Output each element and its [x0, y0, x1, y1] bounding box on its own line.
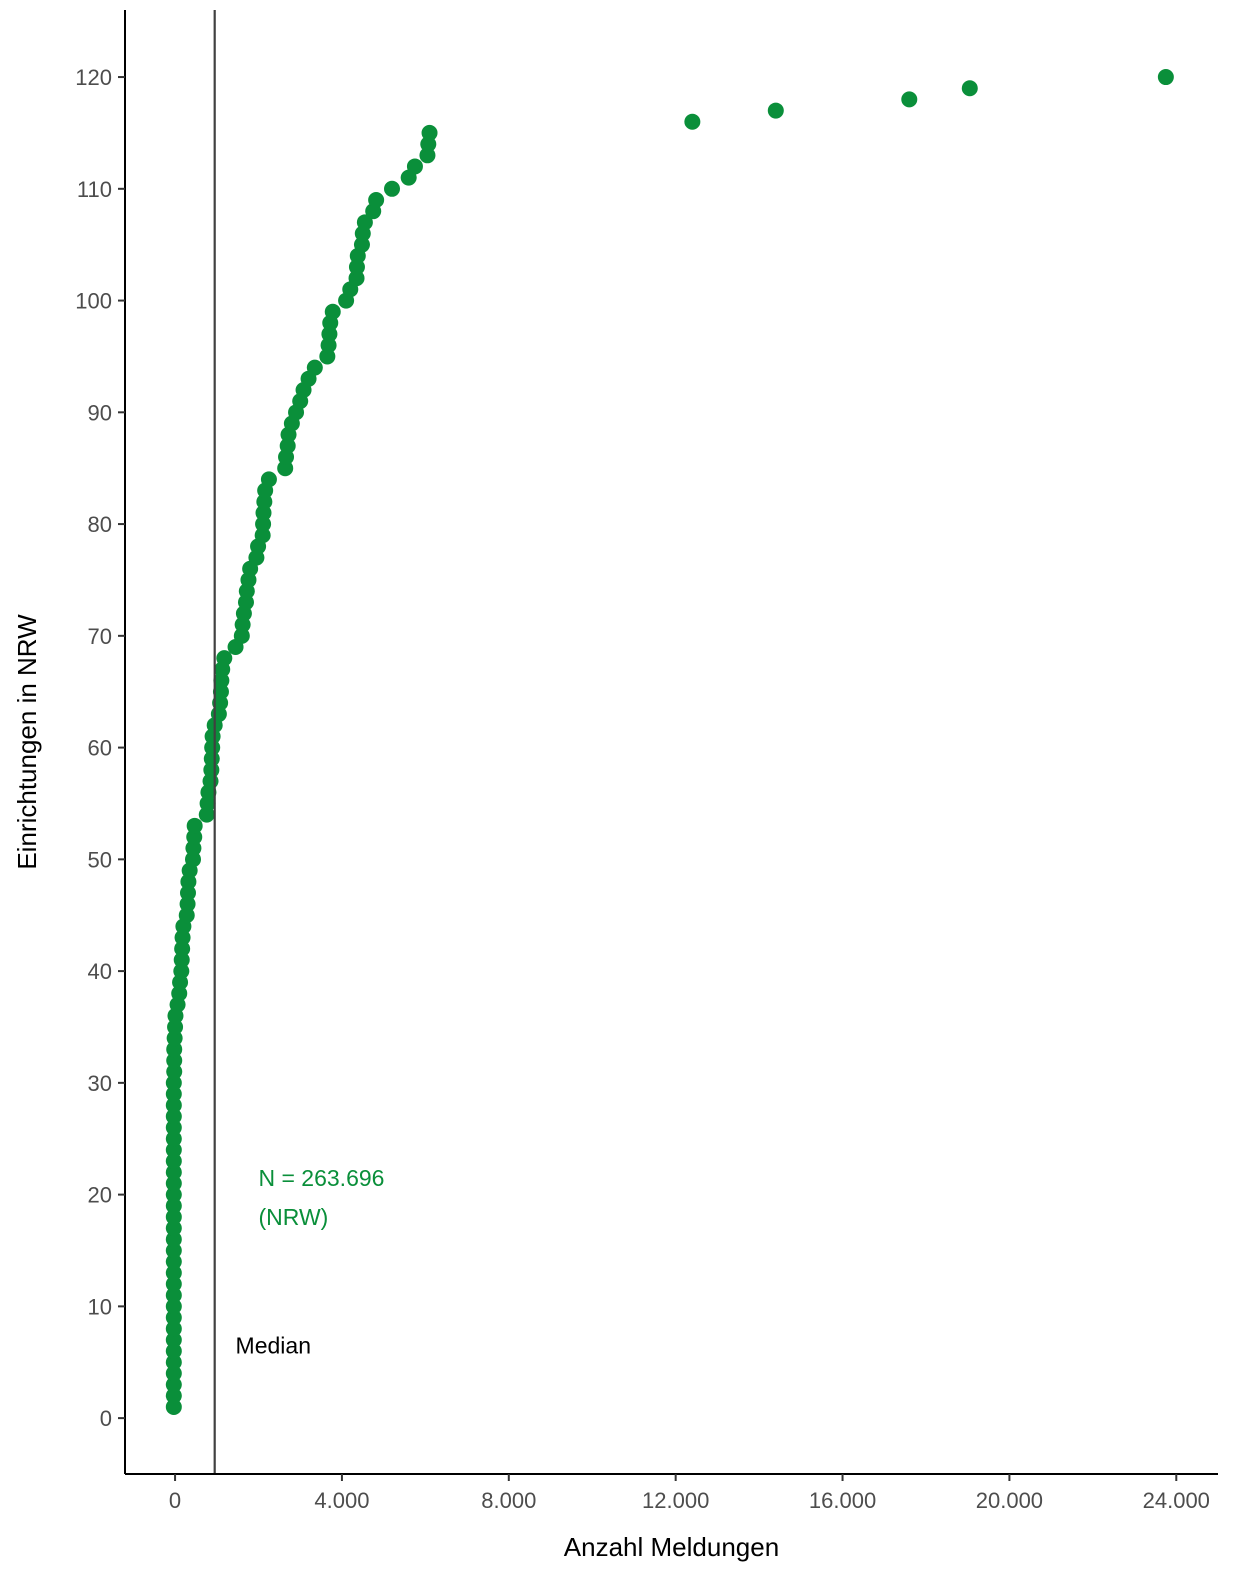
data-point: [165, 1186, 182, 1203]
data-point: [165, 1108, 182, 1125]
data-point: [165, 1197, 182, 1214]
y-tick-label: 110: [77, 177, 112, 202]
y-tick-label: 90: [88, 400, 112, 425]
data-point: [165, 1220, 182, 1237]
y-tick-label: 70: [88, 624, 112, 649]
data-point: [165, 1387, 182, 1404]
data-point: [204, 739, 221, 756]
x-tick-label: 8.000: [481, 1488, 536, 1513]
data-point: [186, 817, 203, 834]
data-point: [165, 1130, 182, 1147]
data-point: [173, 951, 190, 968]
data-point: [165, 1287, 182, 1304]
data-point: [165, 1074, 182, 1091]
data-point: [767, 102, 784, 119]
data-point: [165, 1398, 182, 1415]
data-point: [324, 303, 341, 320]
data-point: [165, 1376, 182, 1393]
y-tick-label: 40: [88, 959, 112, 984]
data-point: [166, 1052, 183, 1069]
data-point: [165, 1141, 182, 1158]
y-tick-label: 0: [100, 1406, 112, 1431]
x-tick-label: 12.000: [642, 1488, 709, 1513]
median-label: Median: [236, 1332, 311, 1358]
data-point: [165, 1175, 182, 1192]
data-point: [684, 113, 701, 130]
data-point: [165, 1164, 182, 1181]
data-point: [255, 516, 272, 533]
data-point: [368, 191, 385, 208]
data-point: [1157, 69, 1174, 86]
data-point: [165, 1365, 182, 1382]
data-point: [165, 1153, 182, 1170]
data-point: [165, 1331, 182, 1348]
x-tick-label: 0: [169, 1488, 181, 1513]
data-point: [961, 80, 978, 97]
data-point: [165, 1276, 182, 1293]
data-point: [165, 1320, 182, 1337]
y-axis-ticks: 0 10 20 30 40 50 60 70 80 90 100 110 120: [75, 65, 125, 1431]
y-tick-label: 80: [88, 512, 112, 537]
data-point: [179, 884, 196, 901]
x-tick-label: 24.000: [1143, 1488, 1210, 1513]
data-point: [174, 940, 191, 957]
data-point: [184, 851, 201, 868]
data-point: [383, 180, 400, 197]
x-tick-label: 20.000: [976, 1488, 1043, 1513]
data-point: [166, 1041, 183, 1058]
data-point: [421, 124, 438, 141]
data-point: [165, 1242, 182, 1259]
data-point: [165, 1086, 182, 1103]
y-tick-label: 60: [88, 736, 112, 761]
y-tick-label: 100: [75, 289, 112, 314]
data-point: [356, 214, 373, 231]
x-tick-label: 16.000: [809, 1488, 876, 1513]
data-point: [166, 1030, 183, 1047]
data-point: [901, 91, 918, 108]
data-point: [348, 270, 365, 287]
data-points: [165, 69, 1174, 1415]
data-point: [167, 1018, 184, 1035]
n-annotation-line1: N = 263.696: [258, 1165, 384, 1191]
data-point: [179, 896, 196, 913]
y-tick-label: 20: [88, 1183, 112, 1208]
data-point: [165, 1253, 182, 1270]
data-point: [165, 1343, 182, 1360]
data-point: [166, 1063, 183, 1080]
n-annotation-line2: (NRW): [258, 1204, 328, 1230]
data-point: [173, 963, 190, 980]
data-point: [165, 1264, 182, 1281]
data-point: [165, 1097, 182, 1114]
data-point: [212, 683, 229, 700]
y-tick-label: 120: [75, 65, 112, 90]
data-point: [216, 650, 233, 667]
data-point: [406, 158, 423, 175]
y-axis-title: Einrichtungen in NRW: [12, 614, 42, 870]
y-tick-label: 10: [88, 1294, 112, 1319]
data-point: [165, 1354, 182, 1371]
data-point: [260, 471, 277, 488]
data-point: [165, 1309, 182, 1326]
x-tick-label: 4.000: [314, 1488, 369, 1513]
x-axis-ticks: 0 4.000 8.000 12.000 16.000 20.000 24.000: [169, 1474, 1210, 1513]
data-point: [254, 527, 271, 544]
data-point: [165, 1298, 182, 1315]
data-point: [165, 1119, 182, 1136]
data-point: [165, 1231, 182, 1248]
data-point: [306, 359, 323, 376]
y-tick-label: 50: [88, 847, 112, 872]
data-point: [165, 1208, 182, 1225]
x-axis-title: Anzahl Meldungen: [564, 1532, 779, 1562]
y-tick-label: 30: [88, 1071, 112, 1096]
data-point: [186, 828, 203, 845]
